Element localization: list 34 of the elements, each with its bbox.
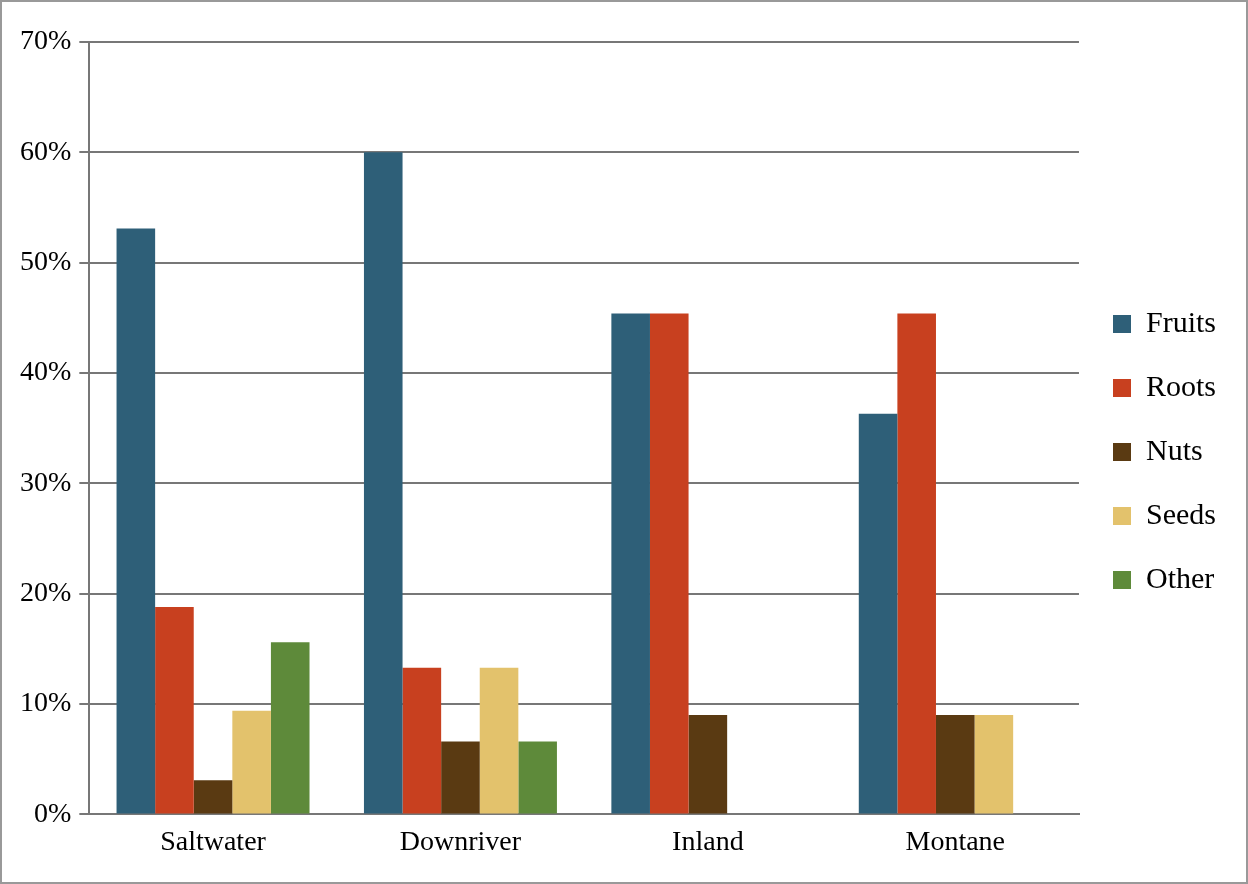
bar (155, 606, 194, 814)
bar (649, 313, 689, 814)
bar (518, 741, 557, 814)
bar (479, 667, 519, 814)
y-tick-label: 60% (20, 134, 72, 166)
x-tick-label: Downriver (399, 824, 522, 856)
bar (402, 667, 442, 814)
bar (935, 715, 975, 814)
bar (858, 413, 898, 814)
x-tick-label: Montane (905, 824, 1006, 856)
y-tick-label: 50% (20, 245, 72, 277)
legend-label: Fruits (1145, 304, 1217, 338)
y-tick-label: 20% (20, 576, 72, 608)
bar (897, 313, 936, 814)
legend-label: Seeds (1145, 496, 1216, 530)
bar (116, 228, 156, 814)
y-tick-label: 30% (20, 465, 72, 497)
bar (611, 313, 650, 814)
bar (270, 642, 310, 814)
bar (363, 152, 403, 814)
bar (193, 780, 233, 814)
bar (232, 710, 271, 814)
y-tick-label: 40% (20, 355, 72, 387)
y-tick-label: 10% (20, 686, 72, 718)
legend-label: Other (1145, 560, 1215, 594)
x-tick-label: Inland (672, 824, 744, 856)
legend-label: Roots (1145, 368, 1217, 402)
bar (441, 741, 480, 814)
legend-label: Nuts (1145, 432, 1203, 466)
x-tick-label: Saltwater (160, 824, 267, 856)
y-tick-label: 0% (34, 796, 72, 828)
y-tick-label: 70% (20, 24, 72, 56)
bar (688, 715, 728, 814)
bar (974, 715, 1014, 814)
